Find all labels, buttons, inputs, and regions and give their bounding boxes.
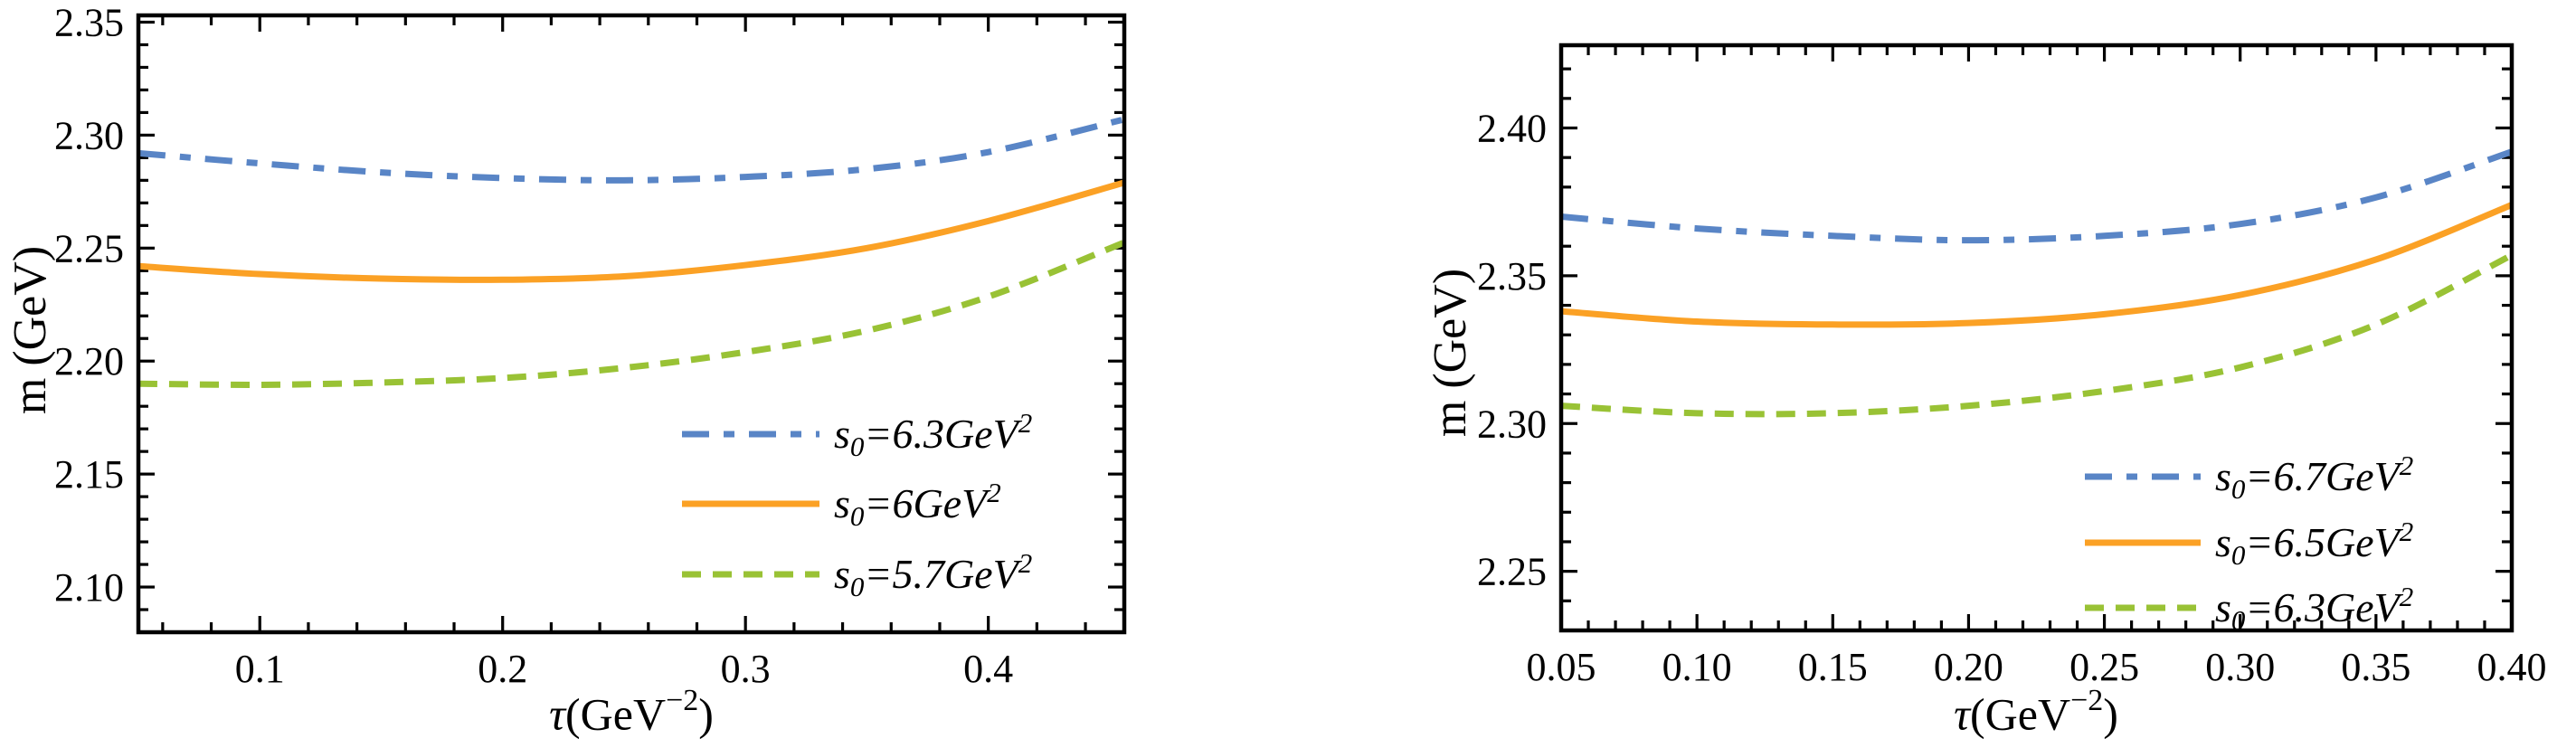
y-tick-label: 2.10 bbox=[54, 565, 124, 610]
x-tick-label: 0.4 bbox=[963, 647, 1013, 691]
y-tick-label: 2.15 bbox=[54, 452, 124, 497]
x-tick-label: 0.2 bbox=[478, 647, 527, 691]
legend-entry-label: s0=6.5GeV2 bbox=[2215, 516, 2414, 571]
legend-line-sample bbox=[2085, 473, 2201, 480]
x-tick-label: 0.30 bbox=[2205, 645, 2275, 689]
left-x-axis-label: τ(GeV−2) bbox=[549, 684, 714, 740]
y-tick-label: 2.25 bbox=[54, 226, 124, 270]
y-tick-label: 2.30 bbox=[54, 113, 124, 157]
y-tick-label: 2.30 bbox=[1477, 402, 1547, 446]
plot-frame bbox=[136, 13, 1127, 635]
legend-entry-1: s0=6GeV2 bbox=[682, 477, 1001, 531]
y-tick-label: 2.20 bbox=[54, 339, 124, 383]
series-curve-2 bbox=[138, 239, 1124, 388]
x-tick-label: 0.1 bbox=[235, 647, 285, 691]
right-x-axis-label: τ(GeV−2) bbox=[1954, 684, 2118, 740]
right-chart: 0.05 0.10 0.15 0.20 0.25 0.30 0.35 0.40 2.40 2.35… bbox=[1288, 0, 2576, 748]
legend-entry-label: s0=6.3GeV2 bbox=[2215, 581, 2414, 636]
legend-entry-label: s0=5.7GeV2 bbox=[834, 547, 1033, 602]
y-tick-label: 2.35 bbox=[1477, 254, 1547, 298]
x-tick-label: 0.20 bbox=[1934, 645, 2003, 689]
series-curve-1 bbox=[138, 179, 1124, 283]
legend-entry-label: s0=6.7GeV2 bbox=[2215, 450, 2414, 505]
legend-entry-label: s0=6GeV2 bbox=[834, 477, 1001, 532]
x-tick-label: 0.15 bbox=[1798, 645, 1868, 689]
legend-entry-2: s0=5.7GeV2 bbox=[682, 547, 1032, 601]
legend-entry-0: s0=6.7GeV2 bbox=[2085, 450, 2413, 504]
series-curve-0 bbox=[1561, 148, 2512, 244]
left-chart: 0.1 0.2 0.3 0.4 2.35 2.30 2.25 2.20 2.15 2.10 m (… bbox=[5, 0, 1127, 740]
series-curve-2 bbox=[1561, 251, 2512, 418]
x-tick-label: 0.35 bbox=[2341, 645, 2410, 689]
x-tick-label: 0.25 bbox=[2069, 645, 2139, 689]
legend-entry-1: s0=6.5GeV2 bbox=[2085, 516, 2413, 570]
legend-line-sample bbox=[2085, 604, 2201, 611]
series-curve-1 bbox=[1561, 202, 2512, 328]
left-plot-canvas: 0.1 0.2 0.3 0.4 2.35 2.30 2.25 2.20 2.15 2.10 bbox=[54, 0, 1127, 691]
right-plot-canvas: 0.05 0.10 0.15 0.20 0.25 0.30 0.35 0.40 2.40 2.35… bbox=[1477, 43, 2547, 689]
x-tick-label: 0.40 bbox=[2477, 645, 2547, 689]
ticks bbox=[140, 17, 1122, 630]
x-tick-label: 0.10 bbox=[1662, 645, 1732, 689]
x-tick-label: 0.3 bbox=[721, 647, 771, 691]
legend-line-sample bbox=[682, 431, 819, 438]
y-tick-label: 2.35 bbox=[54, 0, 124, 44]
y-tick-label: 2.40 bbox=[1477, 106, 1547, 150]
legend-entry-0: s0=6.3GeV2 bbox=[682, 407, 1032, 461]
legend-entry-2: s0=6.3GeV2 bbox=[2085, 581, 2413, 635]
y-tick-label: 2.25 bbox=[1477, 550, 1547, 594]
legend-line-sample bbox=[2085, 539, 2201, 546]
legend-entry-label: s0=6.3GeV2 bbox=[834, 407, 1033, 462]
plot-frame bbox=[1558, 43, 2514, 633]
x-tick-label: 0.05 bbox=[1527, 645, 1596, 689]
series-curve-0 bbox=[138, 116, 1124, 184]
right-y-axis-label: m (GeV) bbox=[1425, 268, 1476, 438]
legend-line-sample bbox=[682, 500, 819, 507]
legend-line-sample bbox=[682, 571, 819, 578]
left-y-axis-label: m (GeV) bbox=[5, 245, 56, 415]
